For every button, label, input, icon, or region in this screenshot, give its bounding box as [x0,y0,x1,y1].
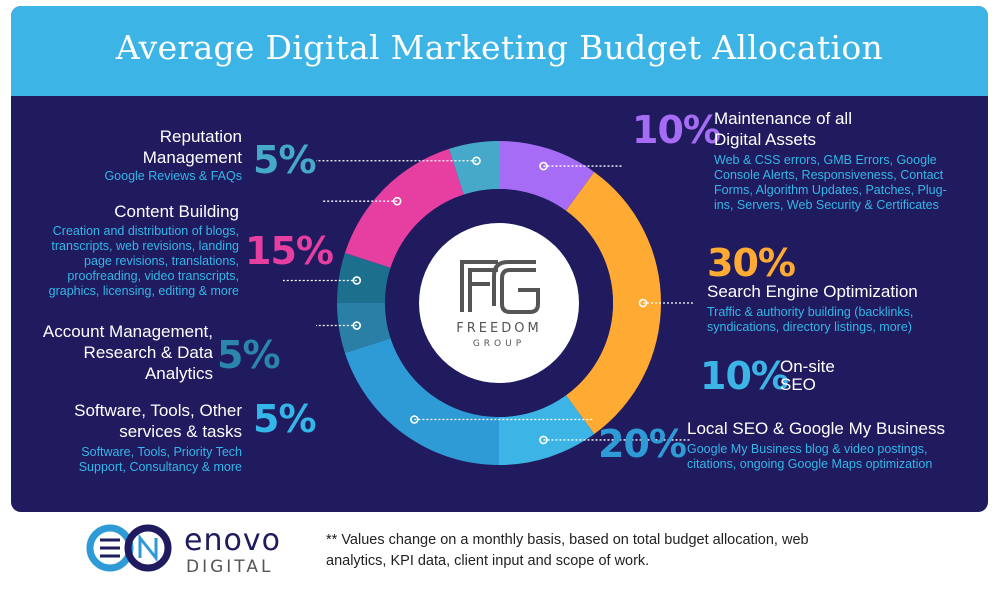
pct-maintenance: 10% [632,108,721,152]
pct-account: 5% [217,333,281,377]
logo-line1: FREEDOM [456,321,541,336]
slice-software [337,303,391,354]
enovo-digital-logo: enovo DIGITAL [86,518,286,583]
marker-seo [638,298,648,308]
marker-maintenance [539,161,548,171]
label-reputation: Reputation Management Google Reviews & F… [104,127,242,183]
marker-reputation [472,156,481,166]
label-maintenance: Maintenance of all Digital Assets Web & … [714,109,947,212]
title-bar: Average Digital Marketing Budget Allocat… [11,6,988,96]
label-software: Software, Tools, Other services & tasks … [74,401,242,474]
chart-title: Average Digital Marketing Budget Allocat… [115,28,884,67]
slice-local [344,338,499,465]
marker-account [352,276,362,285]
label-account: Account Management, Research & Data Anal… [42,322,213,383]
pct-onsite: 10% [700,354,789,398]
enovo-sub: DIGITAL [186,557,273,577]
slice-seo [566,171,661,435]
marker-software [352,321,362,330]
footer-note: ** Values change on a monthly basis, bas… [326,532,809,569]
pct-reputation: 5% [253,138,317,182]
slice-content [344,148,464,268]
label-local: Local SEO & Google My Business Google My… [687,419,945,471]
label-seo: Search Engine Optimization Traffic & aut… [707,282,918,334]
freedom-group-logo: FREEDOM GROUP [418,222,580,384]
pct-content: 15% [245,229,334,273]
pct-local: 20% [598,422,687,466]
pct-software: 5% [253,397,317,441]
marker-local [410,415,419,424]
label-content: Content Building Creation and distributi… [48,202,239,298]
logo-line2: GROUP [473,339,525,349]
pct-seo: 30% [707,241,796,285]
slice-onsite [499,395,595,465]
marker-onsite [539,435,548,445]
enovo-word: enovo [184,523,281,558]
marker-content [392,196,402,206]
slice-account [337,252,391,303]
slice-reputation [448,141,499,195]
slice-maintenance [499,141,595,211]
label-onsite: On-site SEO [780,357,835,394]
